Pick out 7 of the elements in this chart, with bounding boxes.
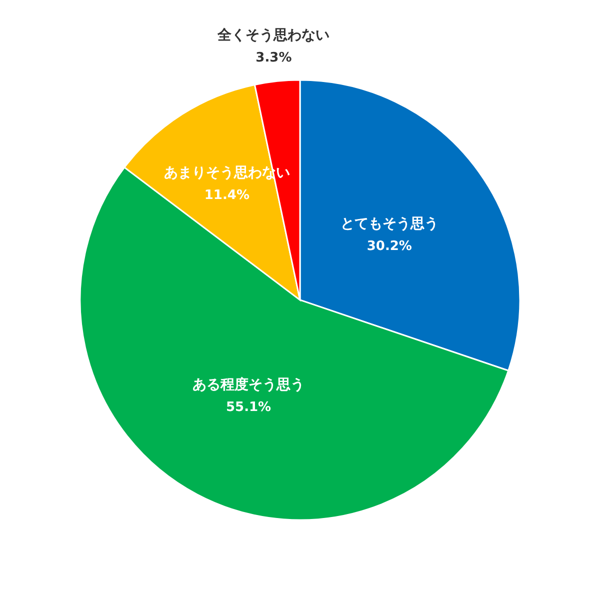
slice-label: ある程度そう思う (192, 376, 305, 394)
data-label: 11.4% (204, 188, 250, 203)
data-label: 55.1% (226, 400, 272, 416)
data-label: 3.3% (256, 50, 292, 66)
slice-label: とてもそう思う (340, 216, 438, 232)
slice-label: 全くそう思わない (216, 27, 330, 44)
data-label: 30.2% (366, 238, 412, 254)
